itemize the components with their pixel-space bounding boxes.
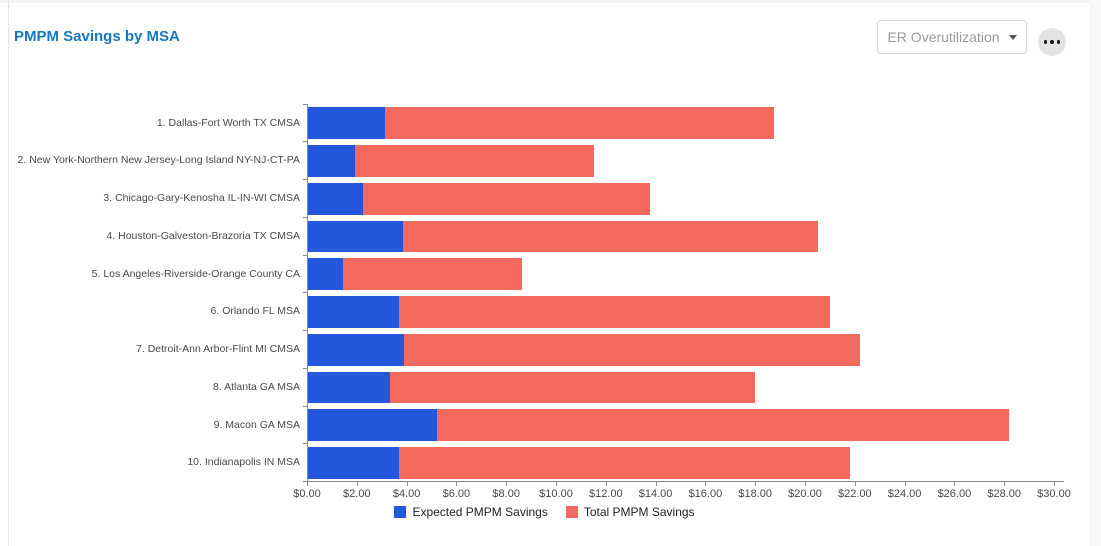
x-axis-line bbox=[307, 481, 1064, 482]
x-axis-tick-label: $10.00 bbox=[539, 488, 573, 500]
metric-dropdown-label: ER Overutilization bbox=[887, 29, 1000, 45]
card-left-border bbox=[8, 0, 9, 546]
x-axis-tick bbox=[655, 481, 657, 486]
x-axis-tick-label: $0.00 bbox=[293, 488, 321, 500]
legend-item[interactable]: Total PMPM Savings bbox=[565, 505, 695, 519]
x-axis-tick-label: $2.00 bbox=[343, 488, 371, 500]
y-axis-tick bbox=[303, 443, 307, 445]
page-background-strip bbox=[1089, 0, 1101, 546]
y-axis-tick bbox=[303, 141, 307, 143]
expected-bar-segment[interactable] bbox=[308, 296, 399, 328]
total-bar-segment[interactable] bbox=[437, 409, 1009, 442]
category-label: 2. New York-Northern New Jersey-Long Isl… bbox=[17, 154, 300, 167]
legend-swatch-icon bbox=[565, 506, 578, 518]
y-axis-tick bbox=[303, 367, 307, 369]
expected-bar-segment[interactable] bbox=[308, 447, 399, 479]
x-axis-tick bbox=[904, 481, 906, 486]
category-label: 7. Detroit-Ann Arbor-Flint MI CMSA bbox=[136, 343, 300, 356]
x-axis-tick-label: $18.00 bbox=[738, 488, 773, 500]
x-axis-tick bbox=[406, 481, 408, 486]
category-label: 6. Orlando FL MSA bbox=[210, 305, 300, 318]
chart-legend: Expected PMPM Savings Total PMPM Savings bbox=[0, 505, 1089, 519]
expected-bar-segment[interactable] bbox=[308, 145, 355, 177]
ellipsis-icon bbox=[1043, 40, 1048, 44]
x-axis-tick-label: $6.00 bbox=[442, 488, 471, 500]
more-options-button[interactable] bbox=[1038, 28, 1066, 56]
x-axis-tick bbox=[1054, 481, 1055, 486]
x-axis-tick bbox=[705, 481, 707, 486]
category-label: 1. Dallas-Fort Worth TX CMSA bbox=[156, 116, 300, 129]
x-axis-tick bbox=[456, 481, 458, 486]
y-axis-tick bbox=[303, 292, 307, 294]
total-bar-segment[interactable] bbox=[403, 333, 860, 366]
x-axis-tick bbox=[556, 481, 557, 486]
total-bar-segment[interactable] bbox=[362, 182, 651, 215]
x-axis-tick-label: $30.00 bbox=[1037, 488, 1071, 500]
y-axis-tick bbox=[303, 330, 307, 331]
x-axis-tick bbox=[506, 481, 508, 486]
ellipsis-icon bbox=[1050, 40, 1054, 44]
x-axis-tick bbox=[755, 481, 757, 486]
x-axis-tick-label: $20.00 bbox=[788, 488, 822, 500]
category-label: 3. Chicago-Gary-Kenosha IL-IN-WI CMSA bbox=[103, 192, 300, 205]
category-label: 10. Indianapolis IN MSA bbox=[187, 456, 300, 469]
x-axis-tick-label: $14.00 bbox=[638, 488, 673, 500]
chevron-down-icon bbox=[1008, 34, 1017, 40]
y-axis-tick bbox=[303, 481, 307, 482]
total-bar-segment[interactable] bbox=[398, 447, 850, 479]
expected-bar-segment[interactable] bbox=[308, 409, 438, 442]
total-bar-segment[interactable] bbox=[402, 220, 819, 253]
expected-bar-segment[interactable] bbox=[308, 220, 403, 253]
x-axis-tick bbox=[356, 481, 358, 486]
x-axis-tick-label: $22.00 bbox=[837, 488, 872, 500]
total-bar-segment[interactable] bbox=[390, 371, 755, 404]
metric-dropdown[interactable]: ER Overutilization bbox=[877, 20, 1027, 54]
x-axis-tick bbox=[605, 481, 607, 486]
expected-bar-segment[interactable] bbox=[308, 107, 386, 140]
expected-bar-segment[interactable] bbox=[308, 333, 404, 366]
legend-item[interactable]: Expected PMPM Savings bbox=[394, 505, 548, 519]
y-axis-tick bbox=[303, 216, 307, 218]
y-axis-tick bbox=[303, 179, 307, 180]
page-title: PMPM Savings by MSA bbox=[14, 28, 180, 45]
total-bar-segment[interactable] bbox=[385, 107, 774, 140]
legend-swatch-icon bbox=[394, 506, 407, 518]
x-axis-tick bbox=[805, 481, 806, 486]
expected-bar-segment[interactable] bbox=[308, 258, 343, 291]
x-axis-tick-label: $24.00 bbox=[887, 488, 922, 500]
x-axis-tick-label: $28.00 bbox=[987, 488, 1022, 500]
expected-bar-segment[interactable] bbox=[308, 182, 363, 215]
x-axis-tick-label: $12.00 bbox=[588, 488, 623, 500]
expected-bar-segment[interactable] bbox=[308, 371, 391, 404]
category-label: 8. Atlanta GA MSA bbox=[213, 380, 300, 393]
y-axis-tick bbox=[303, 405, 307, 407]
x-axis-tick-label: $8.00 bbox=[492, 488, 520, 500]
x-axis-tick bbox=[307, 481, 308, 486]
legend-label: Total PMPM Savings bbox=[583, 505, 695, 519]
y-axis-line bbox=[307, 103, 308, 481]
x-axis-tick bbox=[954, 481, 956, 486]
x-axis-tick-label: $4.00 bbox=[392, 488, 421, 500]
x-axis-tick bbox=[854, 481, 856, 486]
x-axis-tick-label: $16.00 bbox=[688, 488, 723, 500]
category-label: 5. Los Angeles-Riverside-Orange County C… bbox=[91, 267, 300, 280]
card-top-edge bbox=[0, 0, 1101, 3]
total-bar-segment[interactable] bbox=[398, 296, 830, 328]
y-axis-tick bbox=[303, 254, 307, 256]
total-bar-segment[interactable] bbox=[342, 258, 523, 291]
total-bar-segment[interactable] bbox=[354, 145, 595, 177]
ellipsis-icon bbox=[1056, 40, 1061, 44]
x-axis-tick bbox=[1004, 481, 1006, 486]
category-label: 9. Macon GA MSA bbox=[213, 418, 300, 431]
legend-label: Expected PMPM Savings bbox=[412, 505, 548, 519]
y-axis-tick bbox=[303, 103, 307, 105]
category-label: 4. Houston-Galveston-Brazoria TX CMSA bbox=[106, 229, 300, 242]
x-axis-tick-label: $26.00 bbox=[937, 488, 972, 500]
